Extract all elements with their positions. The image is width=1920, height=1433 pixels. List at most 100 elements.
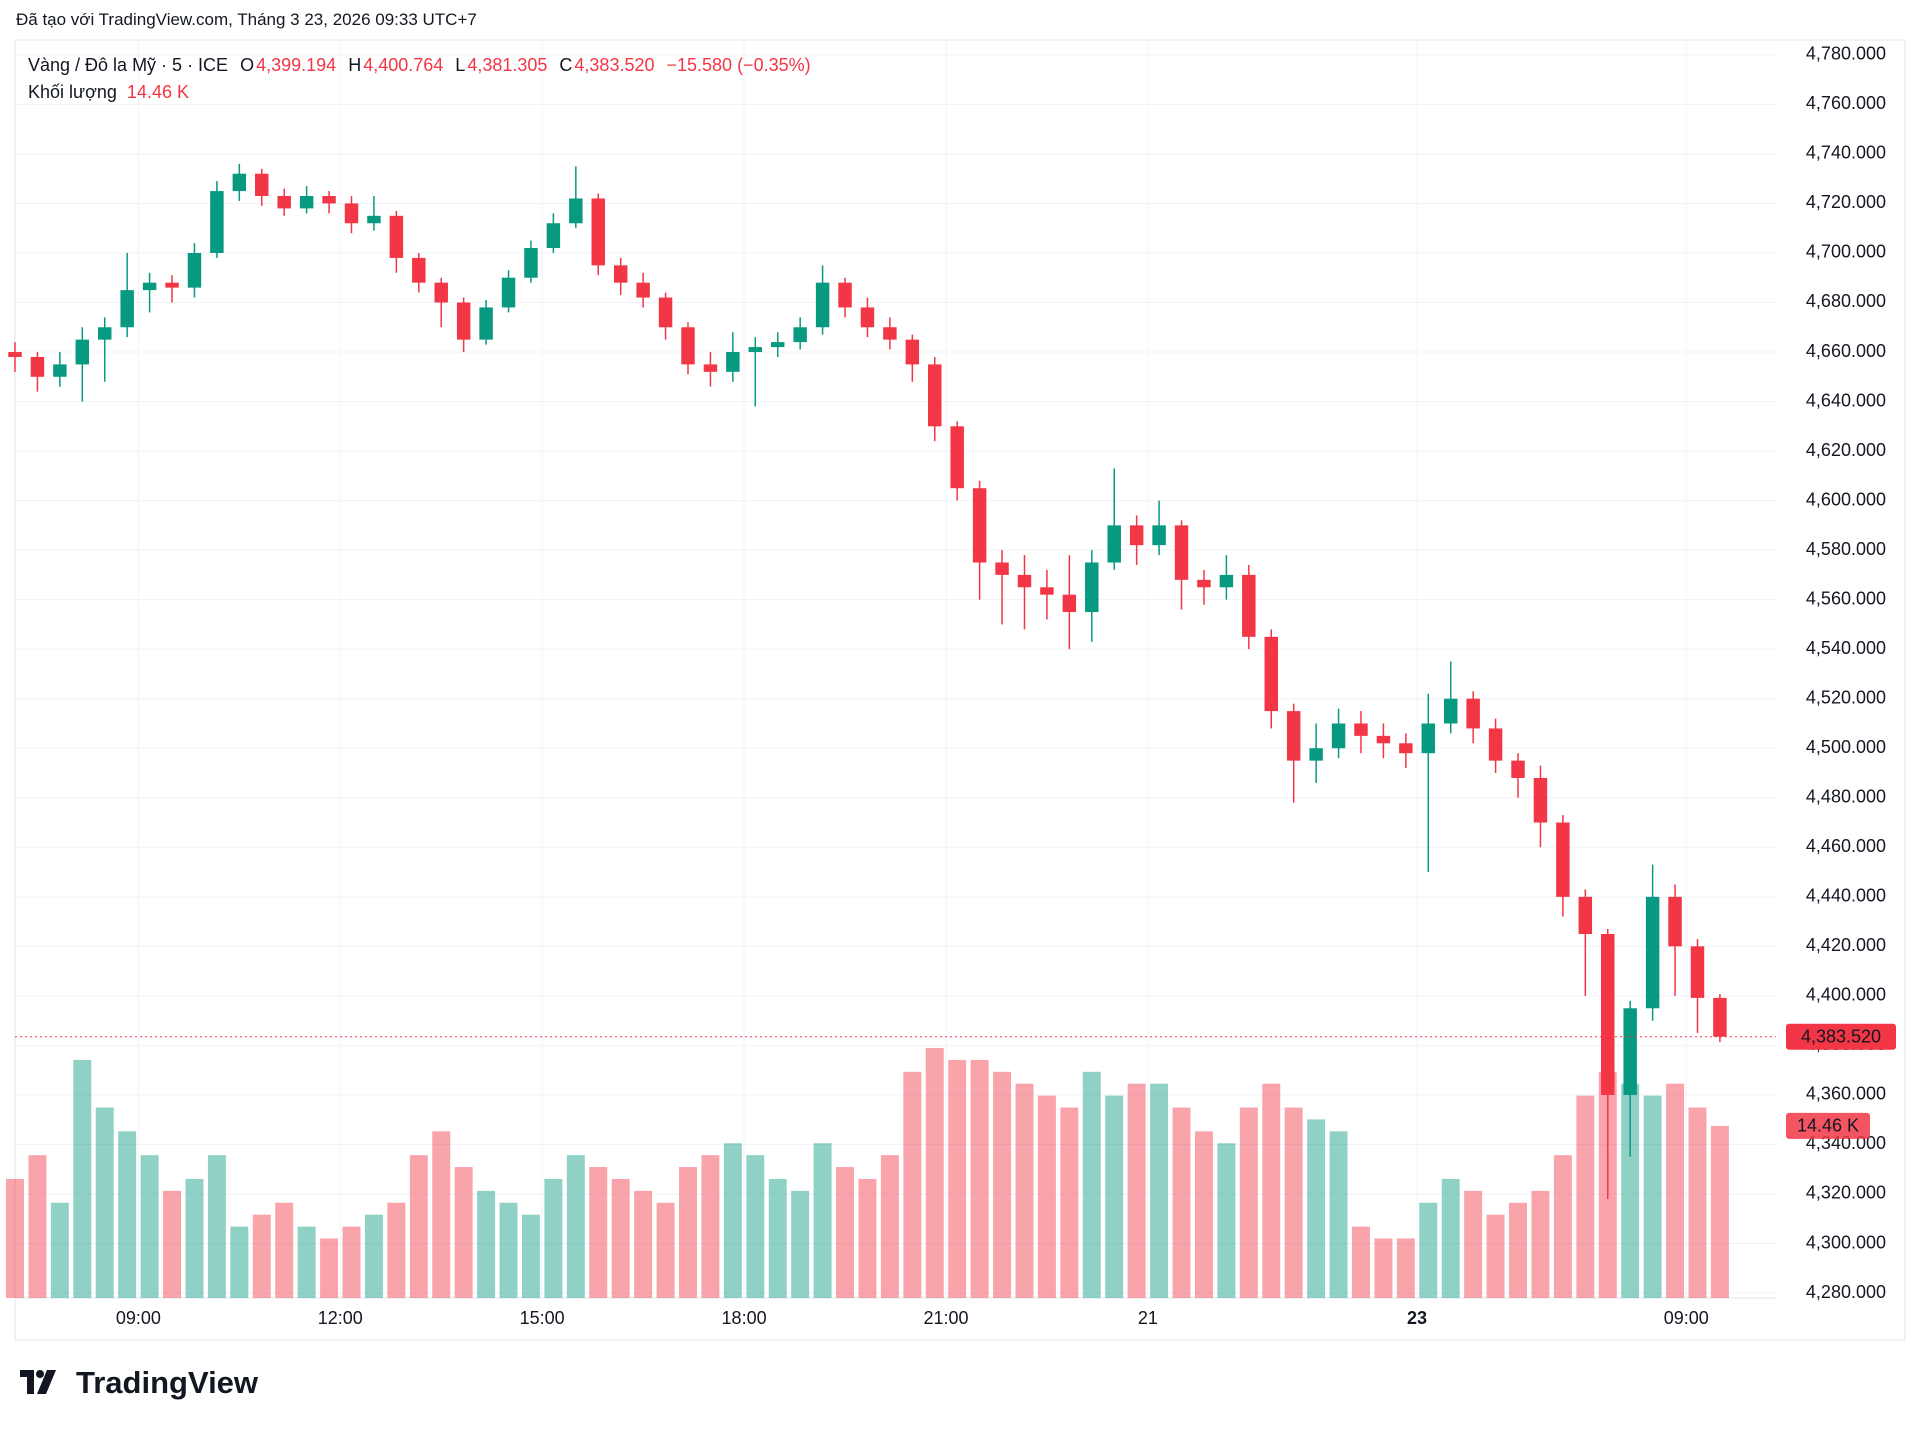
- volume-bar: [432, 1131, 451, 1298]
- candle-body: [1623, 1008, 1637, 1095]
- y-tick-label: 4,280.000: [1806, 1282, 1886, 1302]
- volume-bar: [1217, 1143, 1236, 1298]
- candle-body: [860, 307, 875, 328]
- candle-body: [703, 364, 718, 372]
- volume-bar: [1666, 1083, 1685, 1298]
- y-tick-label: 4,660.000: [1806, 341, 1886, 361]
- candle-body: [1511, 760, 1525, 778]
- volume-bar: [1172, 1107, 1191, 1298]
- c-value: 4,383.520: [574, 55, 655, 75]
- x-tick-label: 09:00: [116, 1308, 161, 1328]
- volume-bar: [387, 1202, 406, 1298]
- y-tick-label: 4,480.000: [1806, 787, 1886, 807]
- volume-bar: [1082, 1071, 1101, 1298]
- candle-body: [367, 215, 381, 224]
- candle-body: [748, 347, 763, 353]
- candle-body: [1085, 562, 1099, 613]
- x-tick-label: 18:00: [722, 1308, 767, 1328]
- volume-bar: [1284, 1107, 1303, 1298]
- volume-bar: [28, 1155, 47, 1298]
- y-tick-label: 4,680.000: [1806, 291, 1886, 311]
- volume-bar: [544, 1178, 563, 1298]
- candle-body: [905, 339, 920, 365]
- candle-body: [1197, 579, 1211, 588]
- candle-body: [434, 282, 448, 303]
- volume-bar: [1553, 1155, 1572, 1298]
- volume-bar: [1060, 1107, 1079, 1298]
- volume-bar: [1531, 1190, 1550, 1298]
- volume-bar: [1037, 1095, 1056, 1298]
- y-tick-label: 4,520.000: [1806, 687, 1886, 707]
- candle-body: [1443, 698, 1458, 724]
- y-tick-label: 4,540.000: [1806, 638, 1886, 658]
- symbol: Vàng / Đô la Mỹ · 5 · ICE: [28, 55, 229, 75]
- candle-body: [1354, 723, 1368, 736]
- candle-body: [299, 196, 314, 209]
- candle-body: [1668, 896, 1682, 947]
- volume-bar: [1374, 1238, 1393, 1298]
- candle-body: [1017, 574, 1032, 588]
- candle-body: [1376, 735, 1391, 744]
- y-tick-label: 4,300.000: [1806, 1232, 1886, 1252]
- volume-bar: [880, 1155, 899, 1298]
- volume-bar: [320, 1238, 339, 1298]
- volume-bar: [297, 1226, 316, 1298]
- created-note: Đã tạo với TradingView.com, Tháng 3 23, …: [16, 10, 477, 29]
- candle-body: [815, 282, 830, 328]
- volume-bar: [723, 1143, 742, 1298]
- x-tick-label: 15:00: [520, 1308, 565, 1328]
- candle-body: [524, 248, 538, 278]
- brand-name: TradingView: [76, 1365, 259, 1400]
- candle-body: [1286, 711, 1301, 761]
- volume-bar: [454, 1167, 473, 1298]
- y-tick-label: 4,700.000: [1806, 242, 1886, 262]
- volume-bar: [1150, 1083, 1169, 1298]
- volume-bar: [73, 1059, 92, 1298]
- y-tick-label: 4,420.000: [1806, 935, 1886, 955]
- x-tick-label: 23: [1407, 1308, 1427, 1328]
- candle-body: [793, 327, 807, 343]
- candle-body: [322, 196, 336, 204]
- x-tick-label: 09:00: [1664, 1308, 1709, 1328]
- volume-bar: [95, 1107, 114, 1298]
- volume-bar: [477, 1190, 496, 1298]
- l-value: 4,381.305: [467, 55, 548, 75]
- candle-body: [456, 302, 471, 340]
- volume-bar: [925, 1048, 944, 1298]
- volume-bar: [275, 1202, 294, 1298]
- candle-body: [636, 282, 650, 298]
- candles: [8, 163, 1727, 1199]
- candle-body: [726, 352, 740, 372]
- candle-body: [1488, 728, 1503, 761]
- candle-body: [1421, 723, 1436, 754]
- volume-bar: [118, 1131, 137, 1298]
- volume-bar: [1015, 1083, 1034, 1298]
- candle-body: [928, 364, 942, 427]
- candle-body: [1690, 946, 1705, 998]
- volume-bar: [1307, 1119, 1326, 1298]
- volume-bar: [342, 1226, 361, 1298]
- y-tick-label: 4,740.000: [1806, 143, 1886, 163]
- candle-body: [1219, 574, 1234, 588]
- volume-key: Khối lượng: [28, 82, 117, 102]
- volume-bar: [6, 1178, 24, 1298]
- candle-body: [501, 277, 516, 308]
- y-tick-label: 4,780.000: [1806, 44, 1886, 64]
- candle-body: [681, 327, 695, 365]
- volume-bar: [701, 1155, 720, 1298]
- volume-bar: [1329, 1131, 1348, 1298]
- candle-body: [1466, 698, 1480, 729]
- volume-bar: [1464, 1190, 1483, 1298]
- volume-bar: [589, 1167, 608, 1298]
- volume-bar: [50, 1202, 69, 1298]
- c-key: C: [559, 55, 573, 75]
- candle-body: [98, 327, 112, 340]
- volume-bar: [1127, 1083, 1146, 1298]
- y-tick-label: 4,620.000: [1806, 440, 1886, 460]
- volume-bar: [791, 1190, 810, 1298]
- candle-body: [142, 282, 157, 291]
- candle-body: [838, 282, 852, 308]
- y-tick-label: 4,320.000: [1806, 1183, 1886, 1203]
- candle-body: [1309, 748, 1323, 761]
